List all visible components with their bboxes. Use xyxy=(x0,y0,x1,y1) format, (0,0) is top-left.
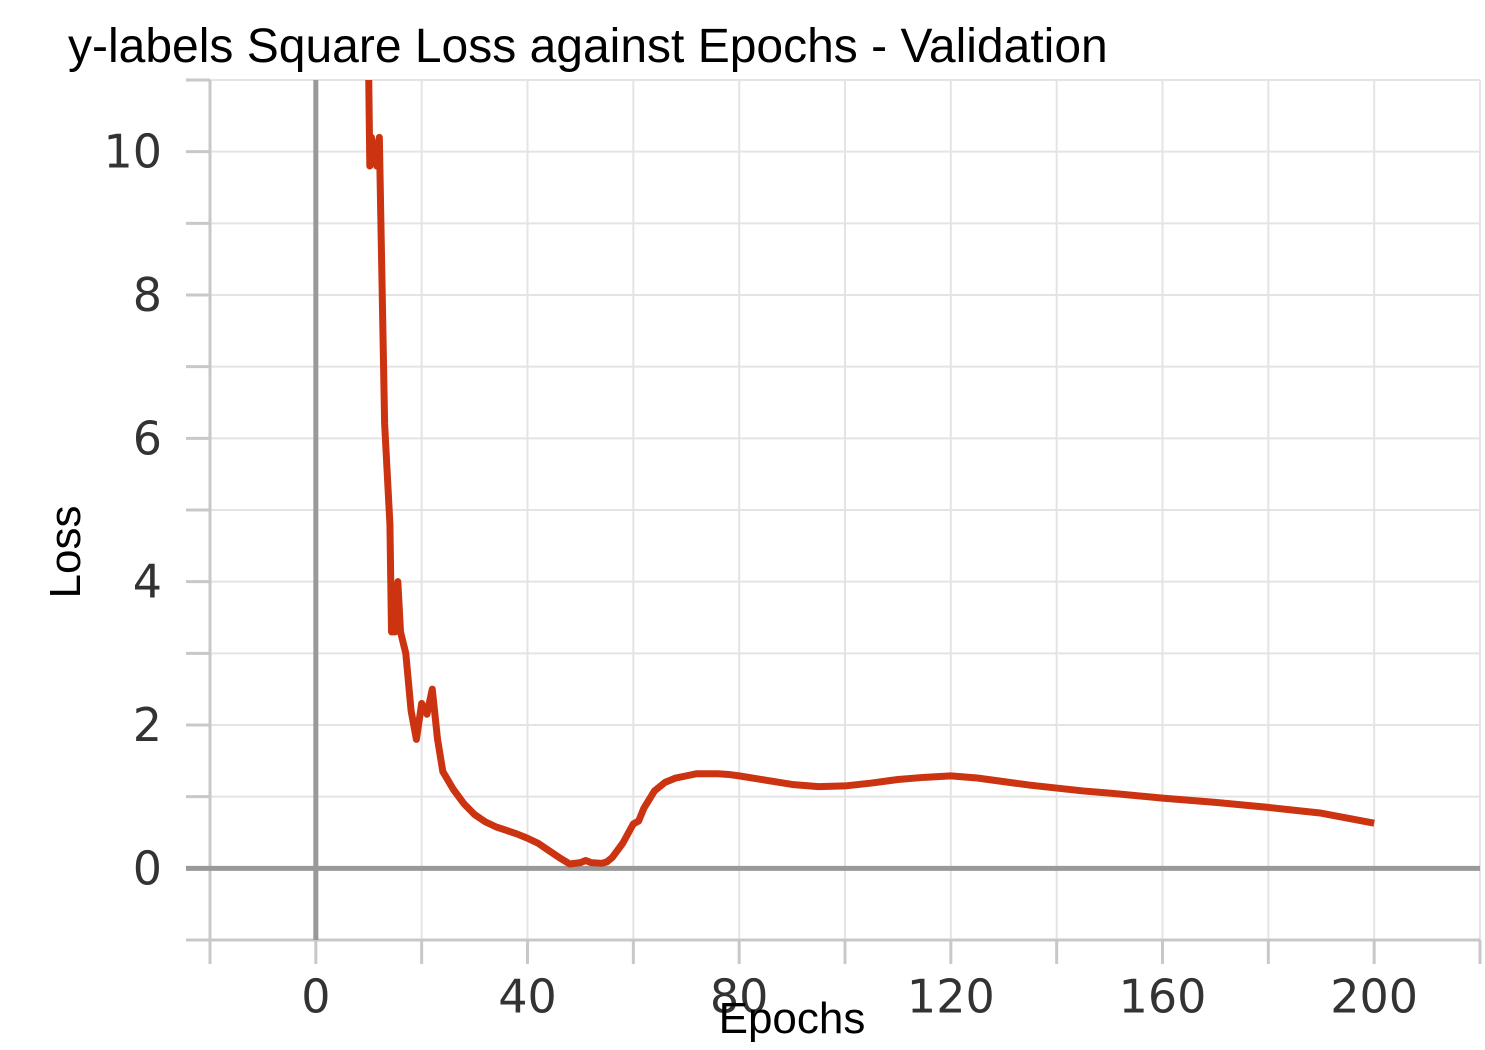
loss-series-line xyxy=(365,80,1375,868)
y-tick-label: 6 xyxy=(133,411,162,465)
x-tick-label: 0 xyxy=(301,969,330,1023)
x-axis-label: Epochs xyxy=(719,994,866,1043)
y-tick-label: 8 xyxy=(133,268,162,322)
y-tick-label: 0 xyxy=(133,841,162,895)
x-tick-label: 200 xyxy=(1330,969,1418,1023)
x-tick-label: 40 xyxy=(498,969,557,1023)
y-tick-label: 10 xyxy=(103,125,162,179)
x-tick-label: 120 xyxy=(907,969,995,1023)
chart-title: y-labels Square Loss against Epochs - Va… xyxy=(68,20,1108,73)
y-tick-label: 2 xyxy=(133,698,162,752)
tick-labels: 0 40 80 120 160 200 0 2 4 6 8 10 xyxy=(103,125,1418,1024)
y-tick-label: 4 xyxy=(133,555,162,609)
x-tick-label: 80 xyxy=(710,969,769,1023)
x-tick-label: 160 xyxy=(1119,969,1207,1023)
series-layer xyxy=(365,80,1375,868)
y-axis-label: Loss xyxy=(41,506,90,599)
axes xyxy=(186,78,1482,964)
